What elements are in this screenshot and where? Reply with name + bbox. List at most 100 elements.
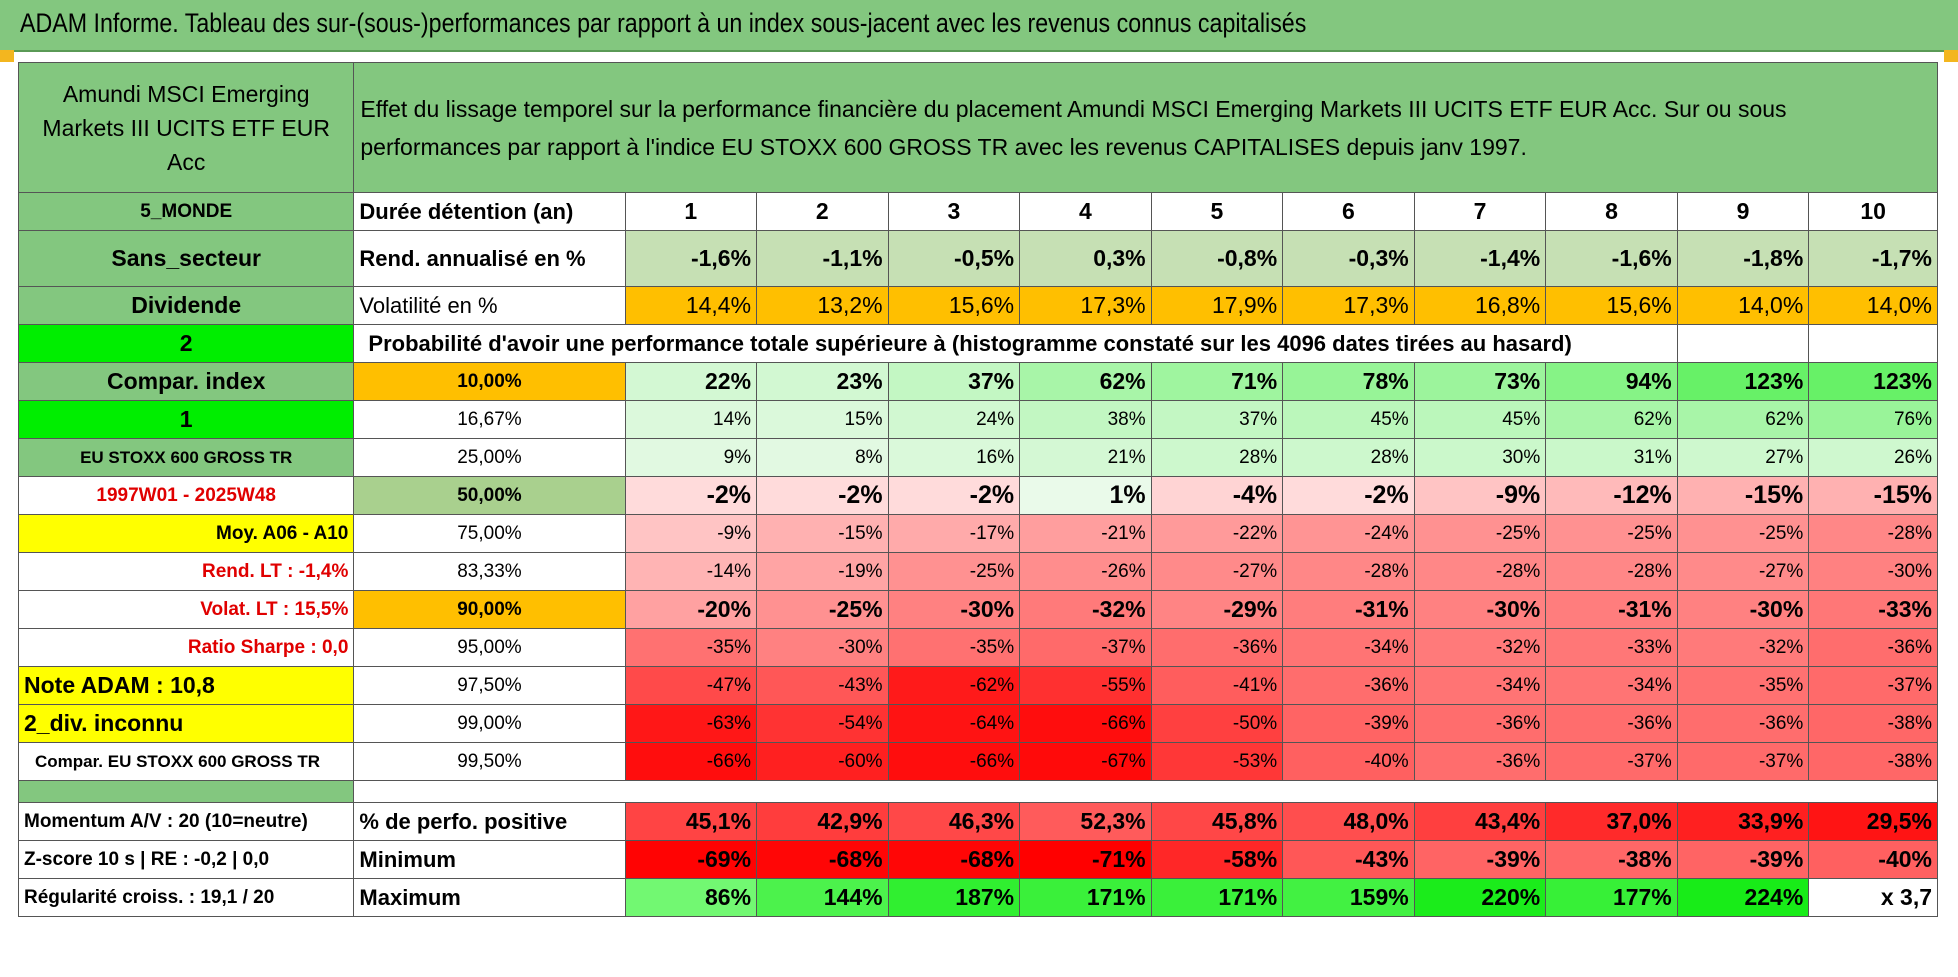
positive-cell: 46,3% — [887, 802, 1021, 841]
value-cell: 76% — [1808, 400, 1938, 439]
value-cell: -34% — [1545, 666, 1678, 705]
year-header-cell: 9 — [1676, 192, 1810, 231]
value-cell: -15% — [1808, 476, 1938, 515]
value-cell: 27% — [1676, 438, 1810, 477]
value-cell: -35% — [887, 628, 1021, 667]
maximum-cell: 187% — [887, 878, 1021, 917]
positive-cell: 48,0% — [1282, 802, 1415, 841]
value-cell: 15% — [756, 400, 889, 439]
year-header-cell: 3 — [887, 192, 1021, 231]
year-header-cell: 6 — [1282, 192, 1415, 231]
positive-label: % de perfo. positive — [353, 802, 626, 841]
maximum-row: Régularité croiss. : 19,1 / 20 Maximum 86%… — [17, 878, 1938, 917]
percentile-row: 2_div. inconnu 99,00% -63% -54% -64% -66% -50%… — [17, 704, 1938, 743]
volatility-row: Dividende Volatilité en % 14,4% 13,2% 15,6% 1… — [17, 286, 1938, 325]
value-cell: -36% — [1676, 704, 1810, 743]
description-cell: Effet du lissage temporel sur la perform… — [353, 62, 1938, 193]
minimum-cell: -39% — [1676, 840, 1810, 879]
value-cell: 24% — [887, 400, 1021, 439]
minimum-cell: -38% — [1545, 840, 1678, 879]
value-cell: -36% — [1150, 628, 1284, 667]
value-cell: -38% — [1808, 742, 1938, 781]
duration-row: 5_MONDE Durée détention (an) 1 2 3 4 5 6 7 8 9 10 — [17, 192, 1938, 231]
value-cell: -41% — [1150, 666, 1284, 705]
compar-index-label: Compar. index — [17, 362, 355, 401]
maximum-cell: 171% — [1019, 878, 1152, 917]
minimum-cell: -40% — [1808, 840, 1938, 879]
value-cell: 62% — [1019, 362, 1152, 401]
value-cell: -32% — [1676, 628, 1810, 667]
positive-row: Momentum A/V : 20 (10=neutre)% de perfo.… — [17, 802, 1938, 841]
volatility-cell: 15,6% — [887, 286, 1021, 325]
value-cell: -30% — [1413, 590, 1547, 629]
value-cell: -47% — [624, 666, 758, 705]
value-two-cell: 2 — [17, 324, 355, 363]
value-cell: 14% — [624, 400, 758, 439]
percentile-row: 1 16,67% 14% 15% 24% 38% 37% 45% 45% 62% 62% 76% — [17, 400, 1938, 439]
note-label: Note ADAM : 10,8 — [17, 666, 355, 705]
value-cell: -2% — [624, 476, 758, 515]
value-cell: -28% — [1545, 552, 1678, 591]
value-cell: -12% — [1545, 476, 1678, 515]
value-cell: -9% — [624, 514, 758, 553]
minimum-cell: -43% — [1282, 840, 1415, 879]
value-cell: -21% — [1019, 514, 1152, 553]
value-cell: 16% — [887, 438, 1021, 477]
value-cell: -27% — [1150, 552, 1284, 591]
volatility-cell: 17,3% — [1019, 286, 1152, 325]
minimum-row: Z-score 10 s | RE : -0,2 | 0,0 Minimum -69… — [17, 840, 1938, 879]
value-cell: 45% — [1413, 400, 1547, 439]
percentile-row: Compar. index 10,00% 22% 23% 37% 62% 71% 78% 73%… — [17, 362, 1938, 401]
fund-name-cell: Amundi MSCI Emerging Markets III UCITS E… — [17, 62, 355, 193]
percentile-row: Volat. LT : 15,5% 90,00% -20% -25% -30% -32% -… — [17, 590, 1938, 629]
value-cell: -32% — [1019, 590, 1152, 629]
value-cell: 37% — [1150, 400, 1284, 439]
positive-cell: 29,5% — [1808, 802, 1938, 841]
percentile-cell: 16,67% — [353, 400, 626, 439]
minimum-cell: -71% — [1019, 840, 1152, 879]
value-cell: 30% — [1413, 438, 1547, 477]
value-cell: -33% — [1808, 590, 1938, 629]
value-cell: 37% — [887, 362, 1021, 401]
year-header-cell: 7 — [1413, 192, 1547, 231]
value-cell: -25% — [1676, 514, 1810, 553]
percentile-row: 1997W01 - 2025W48 50,00% -2% -2% -2% 1% -4% -2%… — [17, 476, 1938, 515]
spacer-cell — [353, 780, 1938, 803]
value-cell: -37% — [1676, 742, 1810, 781]
value-cell: -14% — [624, 552, 758, 591]
value-cell: 8% — [756, 438, 889, 477]
value-cell: 26% — [1808, 438, 1938, 477]
value-cell: -17% — [887, 514, 1021, 553]
value-cell: 73% — [1413, 362, 1547, 401]
maximum-cell: 144% — [756, 878, 889, 917]
percentile-cell: 10,00% — [353, 362, 626, 401]
index-name-label: EU STOXX 600 GROSS TR — [17, 438, 355, 477]
volat-lt-label: Volat. LT : 15,5% — [17, 590, 355, 629]
dividend-label: Dividende — [17, 286, 355, 325]
probability-header-row: 2 Probabilité d'avoir une performance tot… — [17, 324, 1938, 363]
return-cell: -1,4% — [1413, 230, 1547, 287]
value-cell: -31% — [1545, 590, 1678, 629]
value-cell: -25% — [756, 590, 889, 629]
value-cell: -35% — [1676, 666, 1810, 705]
value-cell: -36% — [1545, 704, 1678, 743]
percentile-row: EU STOXX 600 GROSS TR 25,00% 9% 8% 16% 21% 28%… — [17, 438, 1938, 477]
percentile-cell: 95,00% — [353, 628, 626, 667]
value-cell: -29% — [1150, 590, 1284, 629]
return-cell: -1,1% — [756, 230, 889, 287]
value-cell: 71% — [1150, 362, 1284, 401]
value-cell: 31% — [1545, 438, 1678, 477]
value-cell: -55% — [1019, 666, 1152, 705]
value-cell: 62% — [1545, 400, 1678, 439]
value-cell: -37% — [1019, 628, 1152, 667]
return-cell: -1,8% — [1676, 230, 1810, 287]
percentile-row: Ratio Sharpe : 0,0 95,00% -35% -30% -35% -37%… — [17, 628, 1938, 667]
value-cell: -67% — [1019, 742, 1152, 781]
maximum-cell: 224% — [1676, 878, 1810, 917]
minimum-cell: -69% — [624, 840, 758, 879]
year-header-cell: 1 — [624, 192, 758, 231]
value-cell: -28% — [1413, 552, 1547, 591]
value-cell: -50% — [1150, 704, 1284, 743]
value-cell: 78% — [1282, 362, 1415, 401]
value-cell: 9% — [624, 438, 758, 477]
